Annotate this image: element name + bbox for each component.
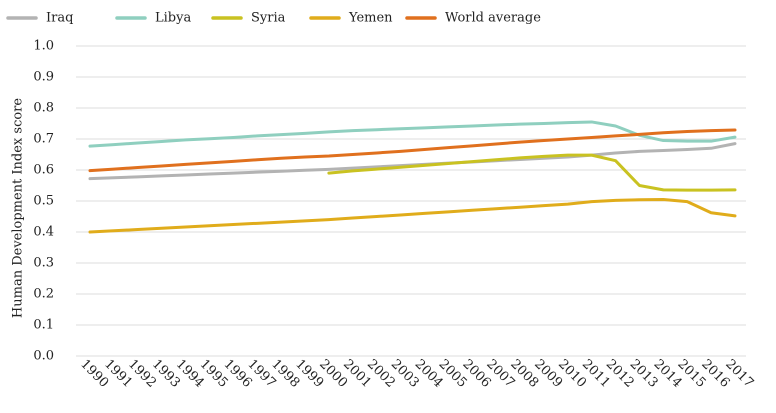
series-line-iraq: [88, 142, 737, 181]
legend-label: Yemen: [348, 11, 393, 26]
y-tick-label: 0.1: [33, 318, 54, 333]
y-tick-label: 0.6: [33, 163, 54, 178]
legend: Iraq Libya Syria Yemen World average: [6, 11, 541, 26]
series-line-libya: [88, 120, 737, 148]
y-tick-label: 0.4: [33, 225, 54, 240]
legend-label: Syria: [251, 11, 286, 26]
y-tick-label: 0.0: [33, 349, 54, 364]
series-line-world-average: [88, 128, 737, 173]
y-tick-label: 0.8: [33, 101, 54, 116]
y-tick-label: 0.2: [33, 287, 54, 302]
grid-layer: [76, 45, 746, 357]
x-axis: 1990199119921993199419951996199719981999…: [77, 357, 756, 391]
y-tick-label: 0.9: [33, 70, 54, 85]
y-axis-title: Human Development Index score: [11, 98, 26, 318]
series-layer: [88, 120, 737, 234]
legend-label: World average: [445, 11, 541, 26]
y-tick-label: 0.7: [33, 132, 54, 147]
series-line-syria: [327, 153, 737, 192]
legend-label: Iraq: [46, 11, 73, 26]
y-axis: 0.0 0.1 0.2 0.3 0.4 0.5 0.6 0.7 0.8 0.9 1.0: [33, 39, 54, 364]
y-tick-label: 1.0: [33, 39, 54, 54]
series-line-yemen: [88, 197, 737, 234]
y-tick-label: 0.3: [33, 256, 54, 271]
legend-label: Libya: [155, 11, 191, 26]
y-tick-label: 0.5: [33, 194, 54, 209]
